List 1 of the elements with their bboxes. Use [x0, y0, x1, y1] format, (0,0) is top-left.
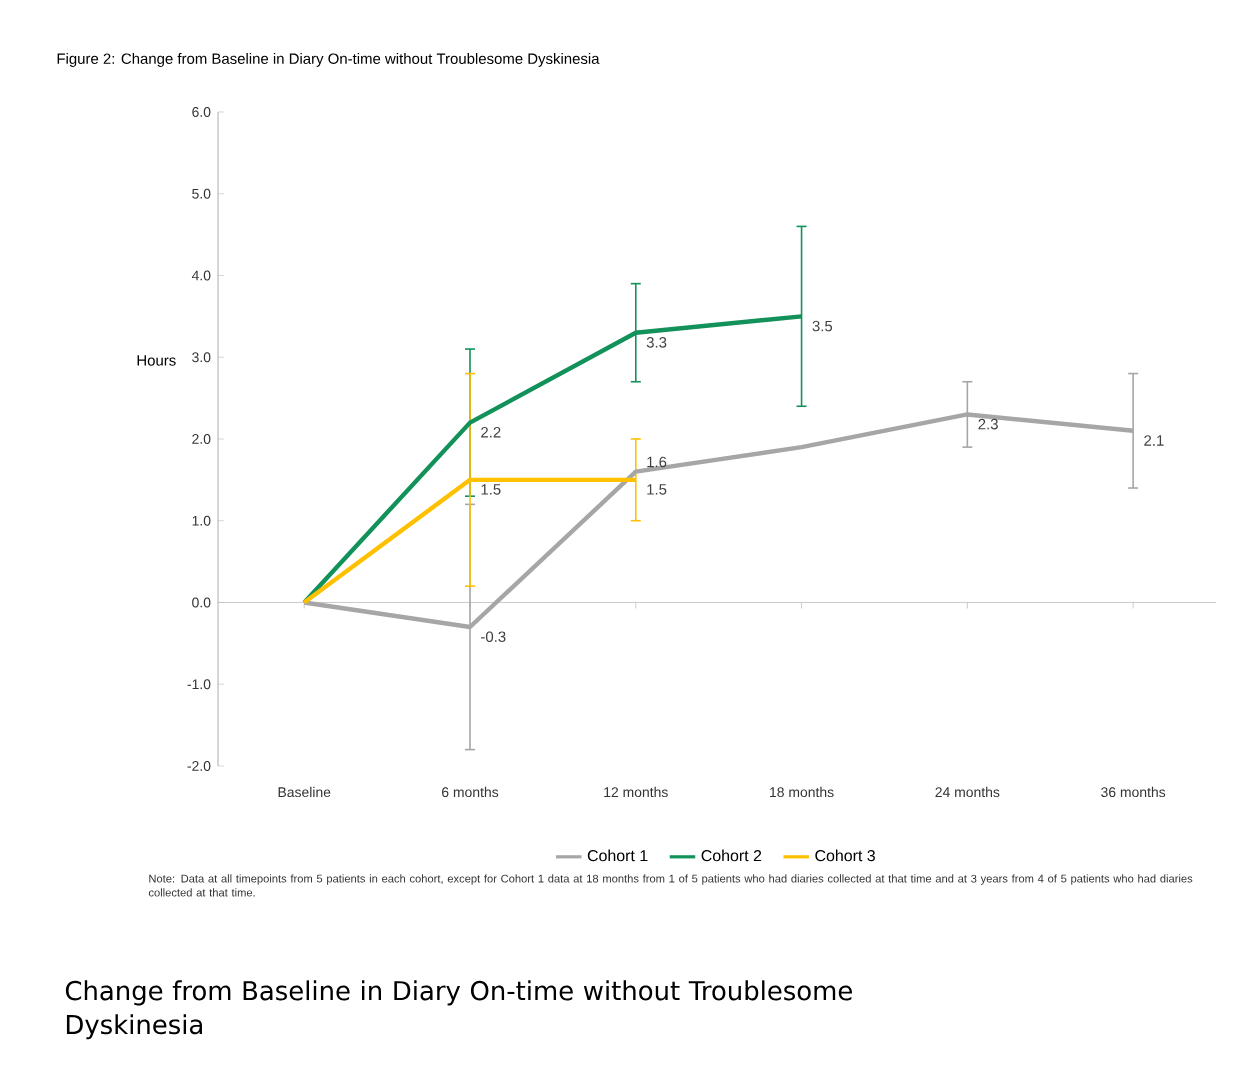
text: Change from Baseline in Diary On-time without Troublesome Dyskinesia — [65, 980, 852, 1040]
